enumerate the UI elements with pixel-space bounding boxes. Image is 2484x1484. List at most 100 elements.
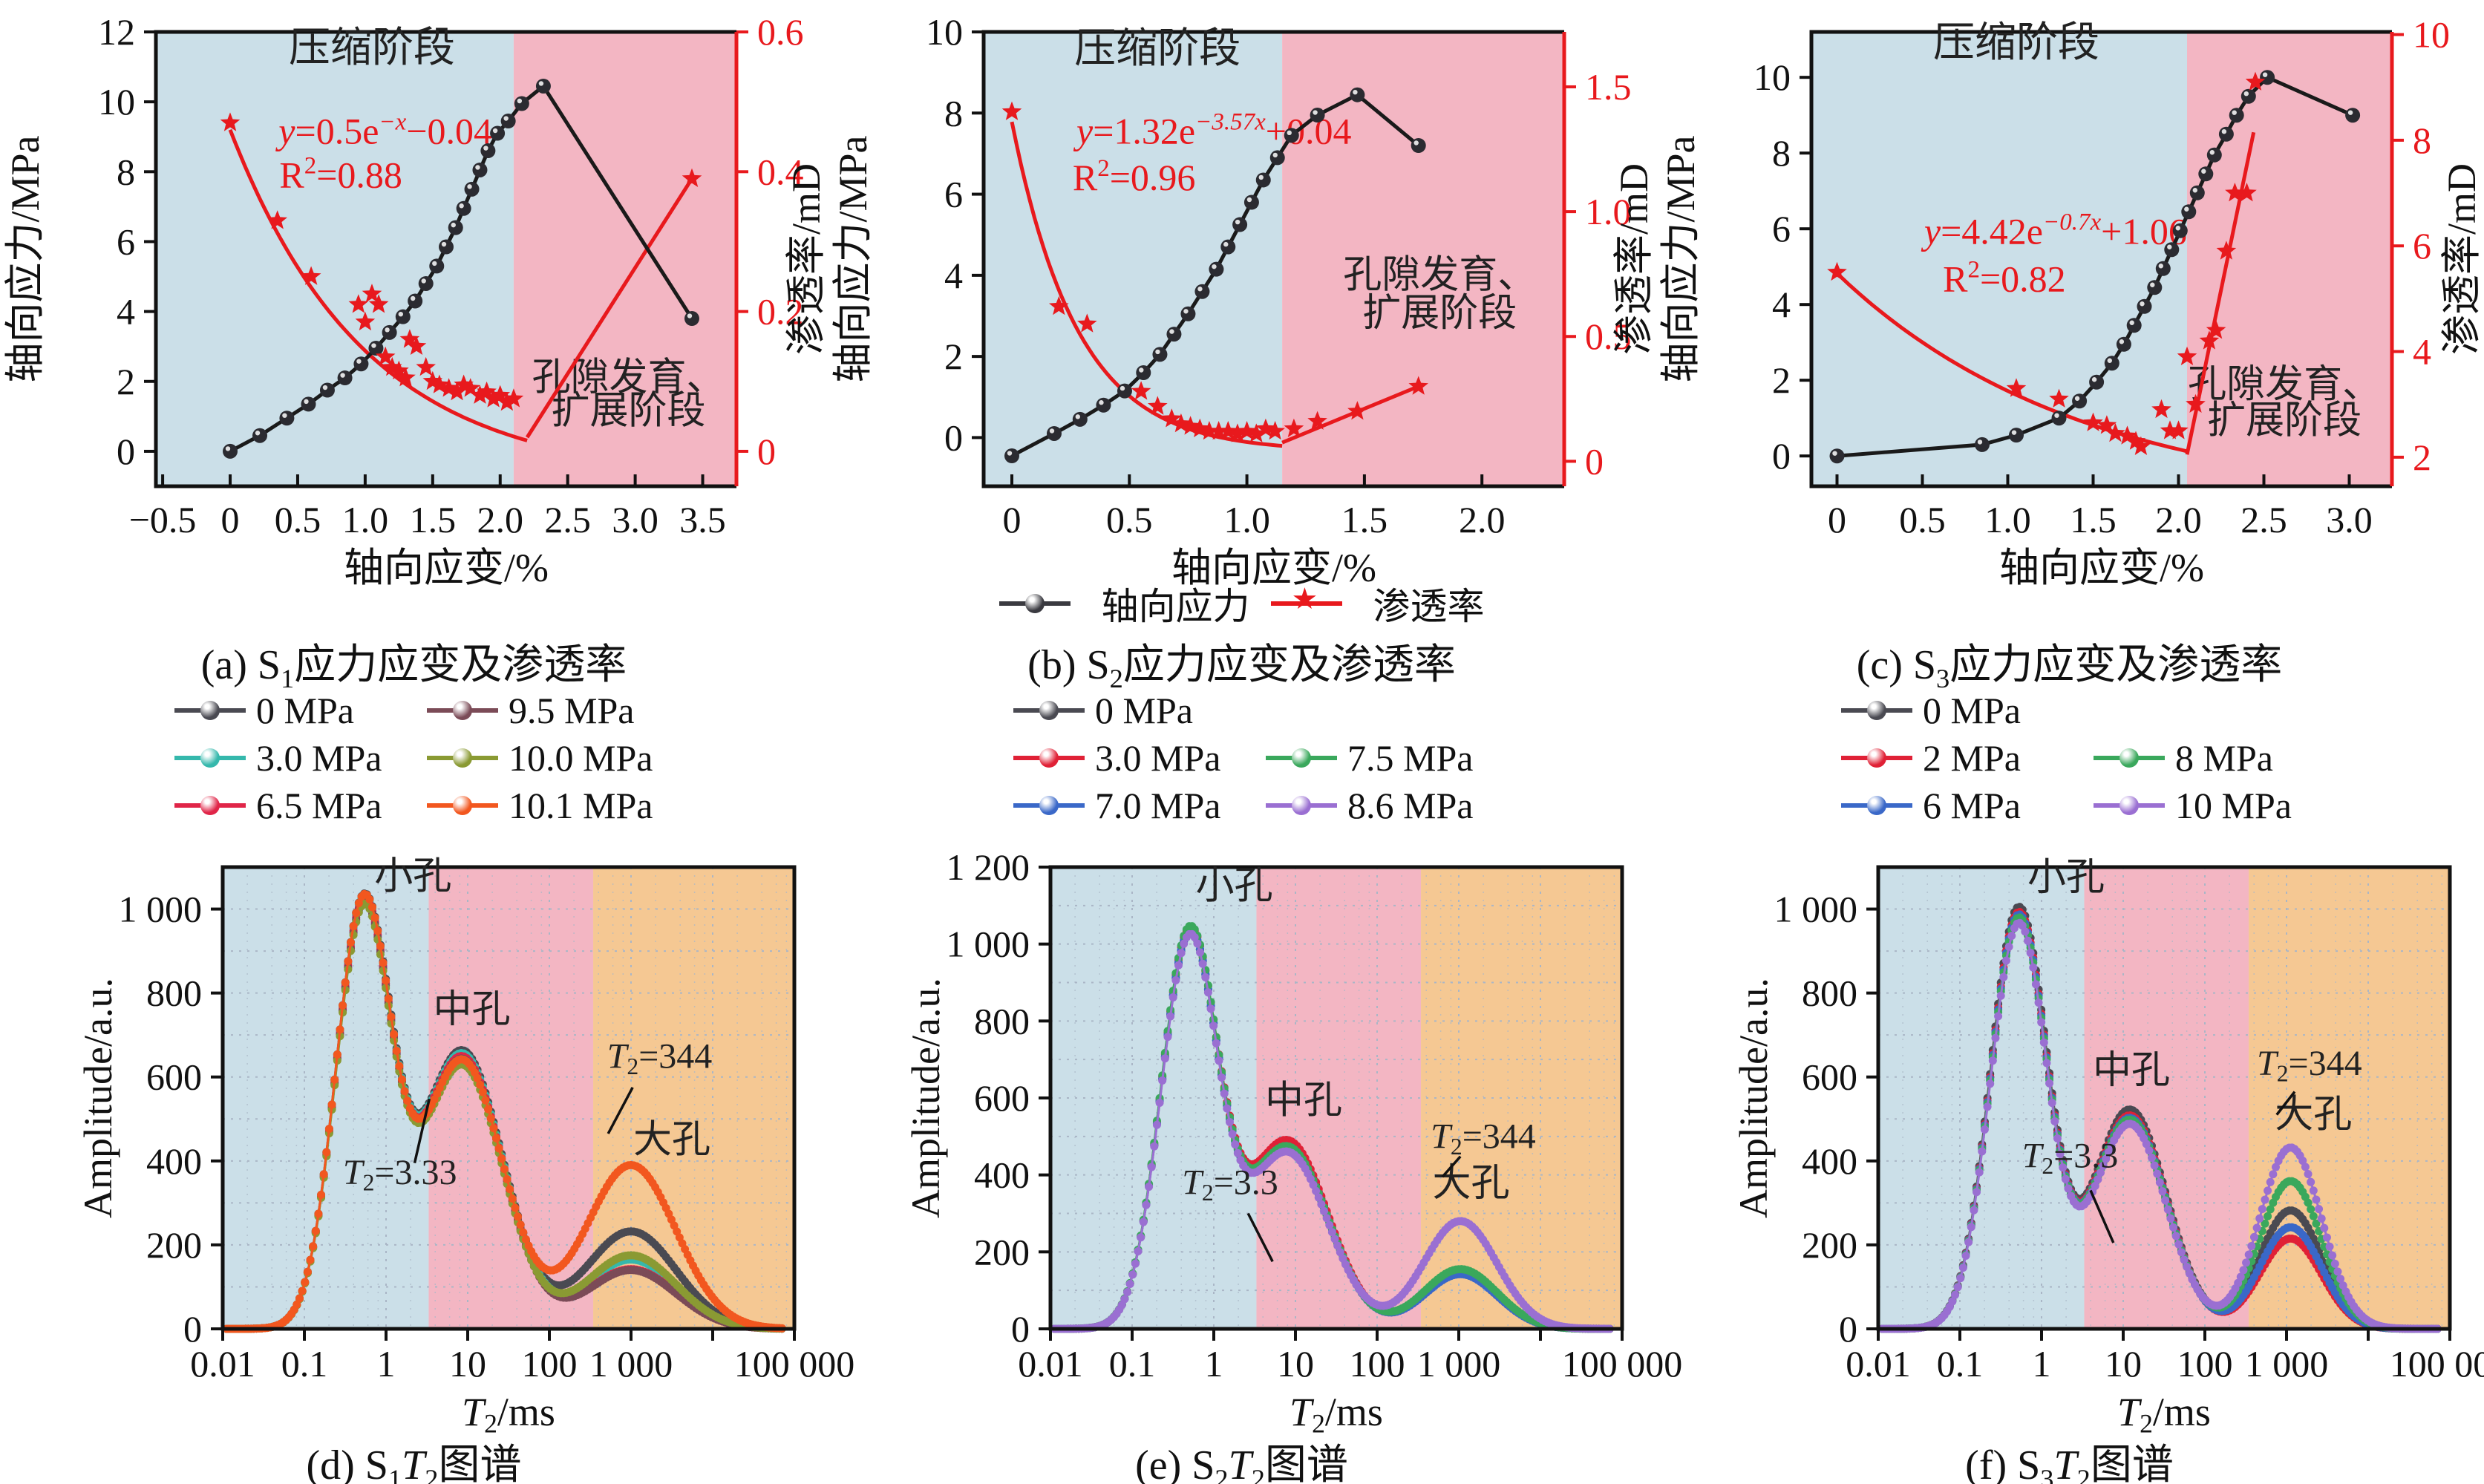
permeability-star-marker <box>1265 421 1285 440</box>
fit-equation-part: =4.42e <box>1941 211 2043 252</box>
t2-curve-marker <box>478 1088 487 1096</box>
stress-point-marker <box>490 125 506 141</box>
t2-cutoff-annotation-2-part: T <box>1431 1117 1453 1156</box>
stress-point-marker-highlight <box>475 165 480 170</box>
stress-point-marker <box>2104 356 2119 371</box>
annotation-leader-line <box>1441 1155 1462 1178</box>
t2-curve-marker <box>2266 1205 2275 1214</box>
t2-curve-marker <box>2007 932 2016 941</box>
fit-r-squared: R2=0.88 <box>279 152 402 195</box>
legend-swatch <box>2094 745 2165 771</box>
permeability-star-marker <box>2168 420 2189 439</box>
t2-curve-marker <box>1973 1188 1981 1197</box>
t2-curve-marker <box>519 1228 528 1237</box>
stress-point-marker-highlight <box>1235 219 1241 225</box>
t2-curve-marker <box>2271 1163 2280 1171</box>
stress-point-marker-highlight <box>2192 188 2197 193</box>
stress-point-marker <box>2072 393 2088 409</box>
fit-r-squared-part: 2 <box>304 152 317 179</box>
t2-curve-marker <box>2004 942 2013 951</box>
t2-curve-marker <box>1125 1280 1134 1289</box>
x-axis-label-part: /ms <box>1325 1390 1383 1434</box>
stress-point-marker <box>319 382 335 398</box>
permeability-star-marker <box>396 367 416 387</box>
t2-curve-marker <box>1330 1235 1339 1243</box>
t2-cutoff-annotation-2-part: T <box>607 1036 630 1076</box>
t2-curve-marker <box>1196 948 1205 957</box>
caption-b: (b) S2应力应变及渗透率 <box>828 631 1656 694</box>
t2-curve-marker <box>1218 1073 1226 1082</box>
caption-b-suffix: 应力应变及渗透率 <box>1122 642 1456 688</box>
stress-point-marker-highlight <box>1120 385 1125 391</box>
t2-curve-marker <box>2261 1195 2269 1204</box>
stress-point-marker <box>429 258 445 274</box>
right-tick-label: 10 <box>2413 14 2450 56</box>
legend-ball-icon <box>1867 748 1886 768</box>
t2-curve-marker <box>2150 1161 2159 1170</box>
t2-curve-marker <box>2047 1099 2056 1108</box>
t2-curve-marker <box>1336 1248 1344 1257</box>
stress-point-marker <box>1136 365 1151 380</box>
annotation-leader-line <box>2275 1091 2296 1116</box>
y-tick-label: 200 <box>974 1231 1030 1272</box>
stress-point-marker-highlight <box>356 359 362 364</box>
x-axis-label: 轴向应变/% <box>1171 546 1376 590</box>
permeability-star-marker <box>406 336 427 355</box>
legend-ball-icon <box>1039 701 1059 720</box>
stress-point-marker-highlight <box>2209 150 2215 155</box>
stress-point-marker-highlight <box>459 203 464 209</box>
y-axis-label: 轴向应力/MPa <box>1658 135 1703 382</box>
stress-point-marker-highlight <box>2074 396 2080 401</box>
caption-e: (e) S2T2图谱 <box>828 1431 1656 1484</box>
permeability-star-marker <box>1190 418 1210 437</box>
right-axis-label: 渗透率/mD <box>784 163 828 355</box>
legend-row: 0 MPa <box>1013 689 1518 732</box>
permeability-star-marker <box>490 385 511 404</box>
stage1-annotation: 压缩阶段 <box>1933 20 2099 66</box>
permeability-star-marker <box>477 381 497 401</box>
t2-cutoff-annotation-2-part: 2 <box>1451 1134 1462 1160</box>
t2-curve-marker <box>1190 933 1199 942</box>
t2-curve-marker <box>2307 1205 2315 1214</box>
t2-curve-marker <box>2099 1161 2108 1170</box>
right-tick-label: 2 <box>2413 437 2431 478</box>
medium-pore-region <box>2084 867 2249 1329</box>
t2-curve-marker <box>1177 949 1186 958</box>
y-tick-label: 800 <box>974 1000 1030 1042</box>
y-tick-label: 600 <box>146 1056 202 1098</box>
stage1-annotation: 压缩阶段 <box>289 25 455 71</box>
permeability-star-marker <box>416 356 436 376</box>
t2-cutoff-annotation-2: T2=344 <box>1431 1117 1536 1160</box>
right-tick-label: 8 <box>2413 120 2431 161</box>
stage2-annotation: 孔隙发育、 <box>2188 364 2381 406</box>
legend-swatch <box>1841 793 1912 818</box>
t2-curve-marker <box>1320 1207 1328 1216</box>
t2-cutoff-annotation-1-part: =3.3 <box>2053 1136 2118 1175</box>
legend-item: 10.1 MPa <box>427 784 679 827</box>
t2-curve-marker <box>1223 1104 1232 1113</box>
t2-curve-marker <box>2258 1205 2266 1214</box>
permeability-star-marker <box>2083 412 2103 431</box>
stress-point-marker <box>2116 336 2131 352</box>
plot-frame <box>1048 865 1624 1331</box>
stress-point-marker <box>2260 70 2275 85</box>
legend-swatch <box>1841 745 1912 771</box>
legend-label: 6 MPa <box>1923 785 2021 826</box>
t2-curve-marker <box>1166 1012 1175 1021</box>
stress-point-marker <box>353 356 369 372</box>
permeability-star-marker <box>1077 313 1097 333</box>
legend-ball-icon <box>1292 796 1311 815</box>
x-tick-label: 0.5 <box>275 499 321 540</box>
legend-row: 3.0 MPa 7.5 MPa <box>1013 736 1518 779</box>
t2-curve-marker <box>2325 1242 2334 1251</box>
x-tick-label: 2.5 <box>2240 499 2287 540</box>
stress-point-marker-highlight <box>2347 110 2353 115</box>
chart-a-stress-strain-permeability-S1: −0.5 0 0.5 1.0 1.5 2.0 2.5 3.0 3.5 0 2 4 6 8 10 12 0 0.2 0… <box>3 11 828 590</box>
large-pore-region <box>2249 867 2450 1329</box>
y-tick-label: 800 <box>146 973 202 1014</box>
x-axis-label-part: 2 <box>484 1409 497 1439</box>
right-tick-label: 4 <box>2413 331 2431 373</box>
fit-equation-part: y <box>1073 110 1094 151</box>
t2-curve-marker <box>2328 1251 2337 1260</box>
stress-point-marker <box>395 309 411 324</box>
